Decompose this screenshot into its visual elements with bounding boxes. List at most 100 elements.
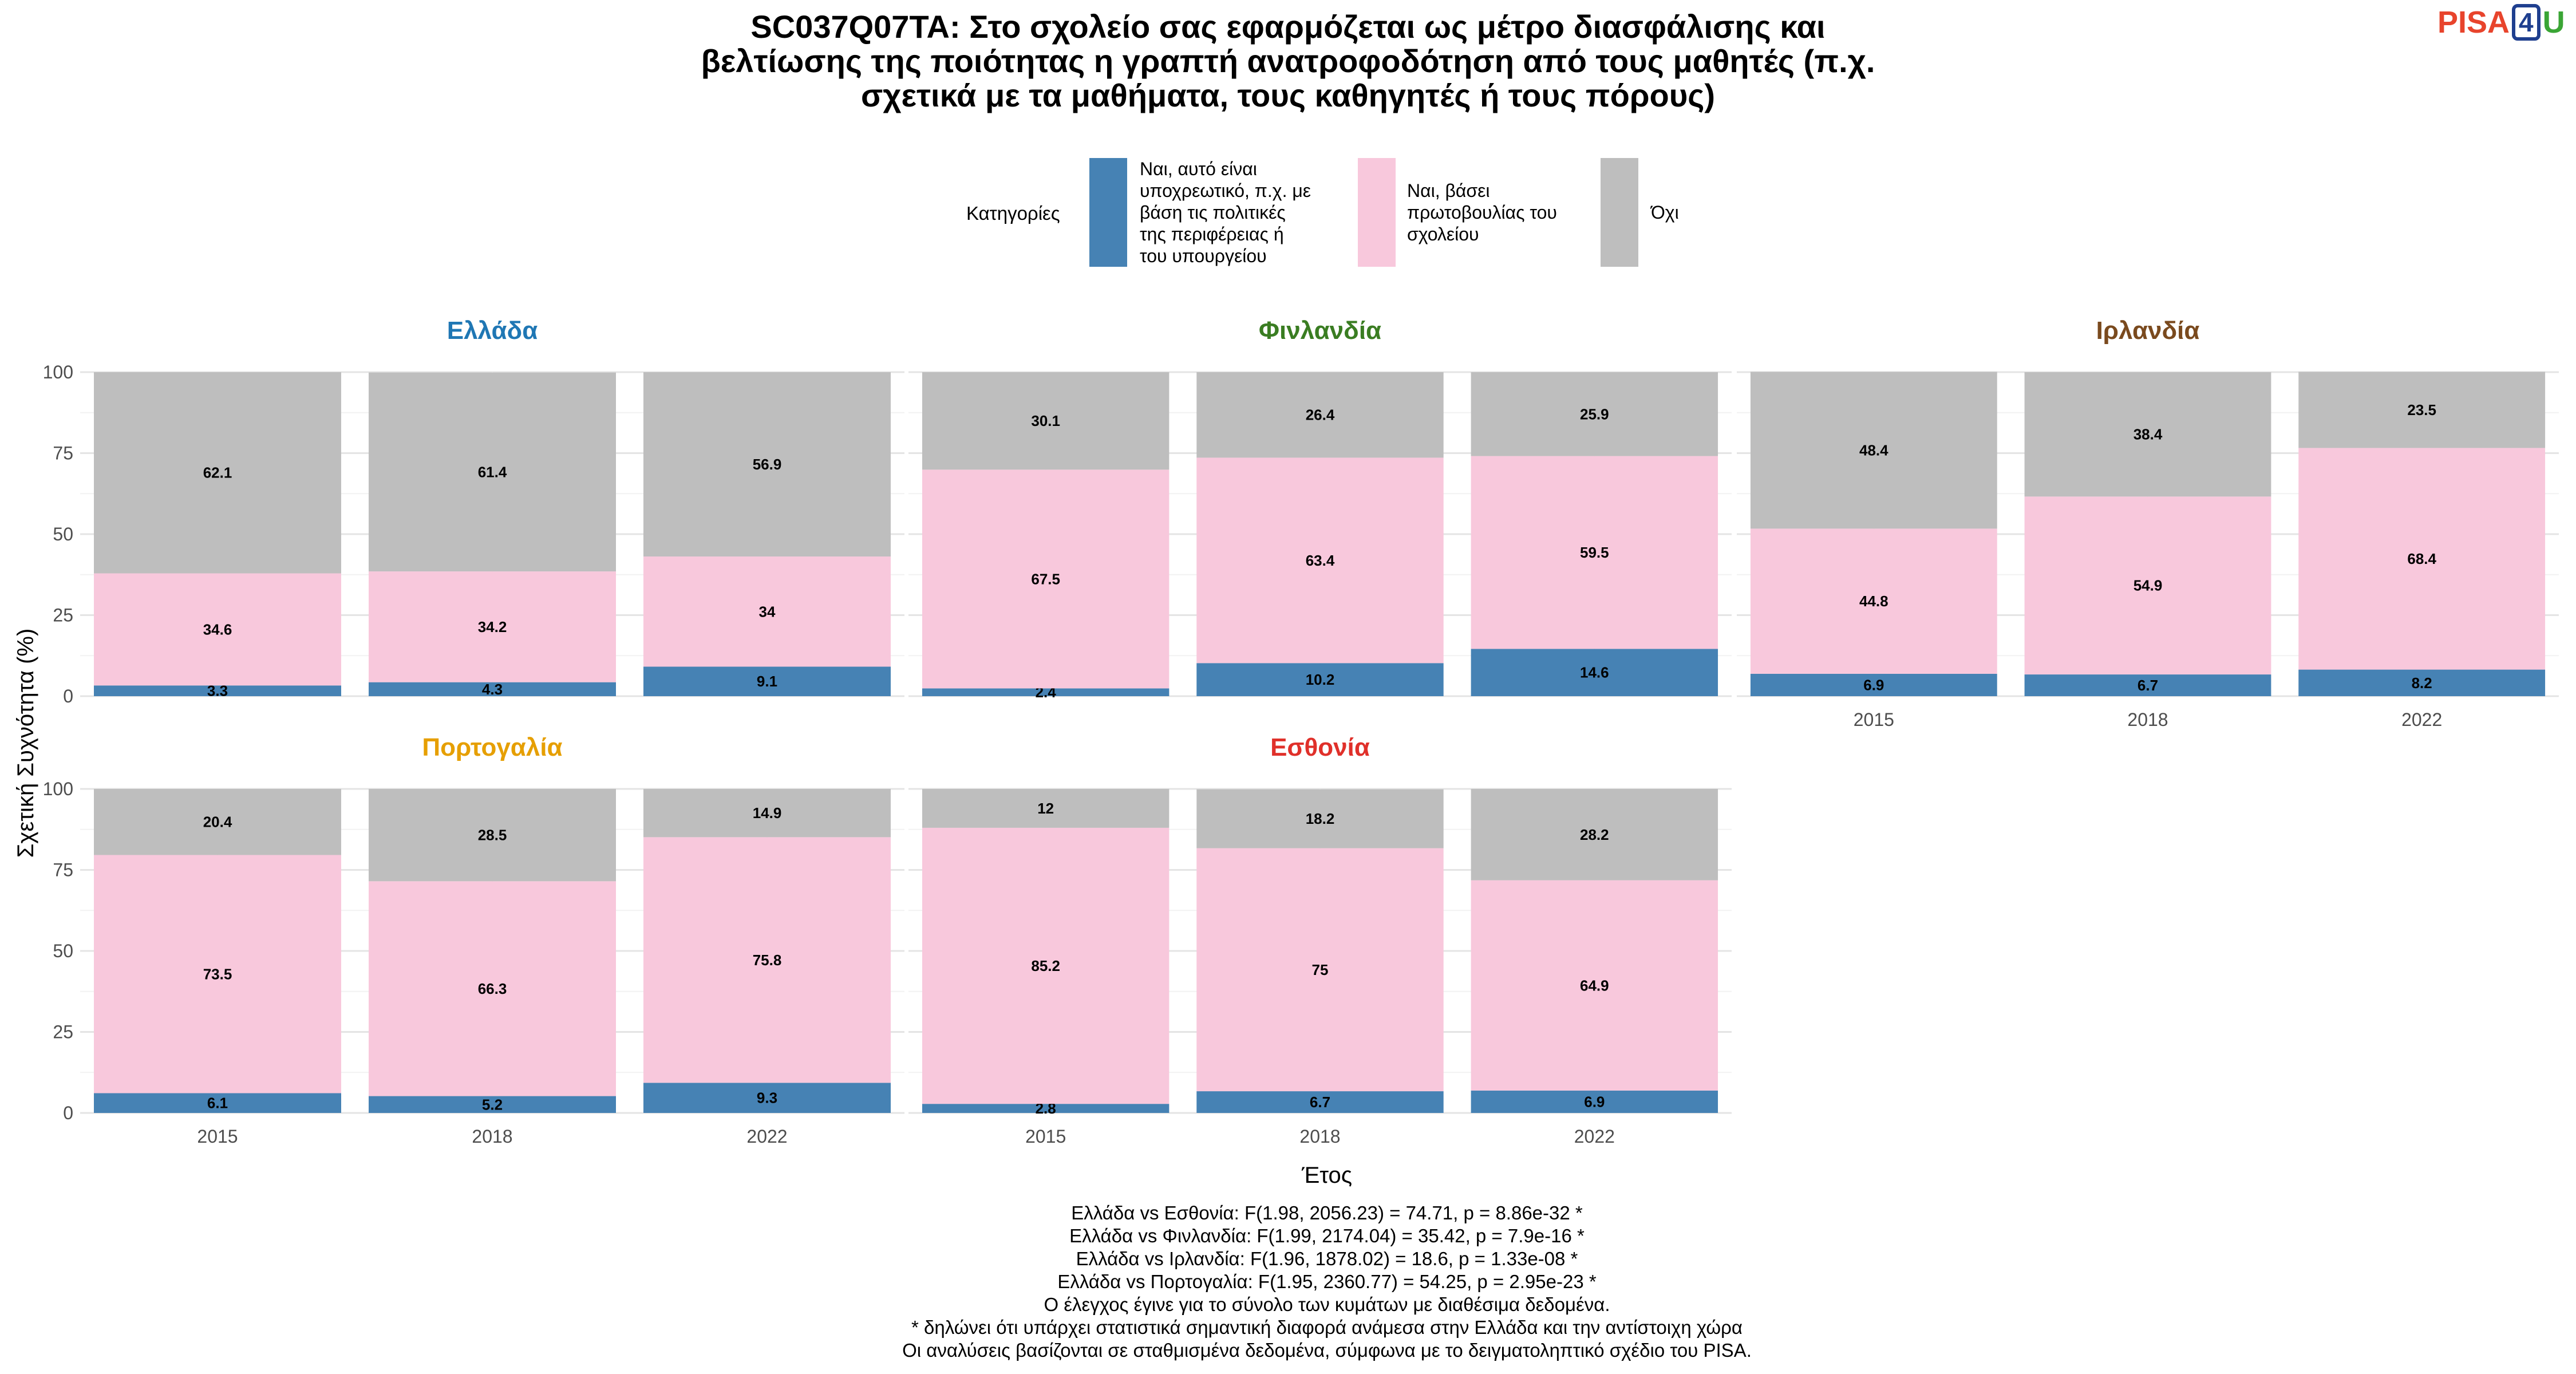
y-tick-label: 100 (43, 362, 73, 382)
logo-part-u: U (2542, 5, 2565, 40)
x-tick-label: 2018 (472, 1126, 512, 1147)
data-label: 6.7 (2138, 677, 2158, 694)
caption-line: Οι αναλύσεις βασίζονται σε σταθμισμένα δ… (902, 1340, 1752, 1361)
bar-segment (643, 1083, 891, 1113)
bar-segment (1196, 789, 1444, 848)
bar-segment (922, 688, 1170, 696)
data-label: 10.2 (1306, 671, 1335, 688)
data-label: 18.2 (1306, 810, 1335, 827)
bar-segment (94, 573, 341, 686)
data-label: 62.1 (203, 464, 232, 481)
data-label: 34.2 (478, 618, 507, 635)
data-label: 67.5 (1031, 570, 1060, 587)
panel-title: Φινλανδία (1259, 317, 1381, 345)
legend-label: υποχρεωτικό, π.χ. με (1140, 180, 1311, 201)
data-label: 6.7 (1310, 1093, 1330, 1111)
data-label: 34.6 (203, 621, 232, 638)
pisa4u-logo: PISA 4 U (2437, 4, 2565, 41)
bar-segment (1471, 372, 1718, 456)
data-label: 9.3 (757, 1089, 777, 1107)
legend-label: του υπουργείου (1140, 246, 1267, 266)
bar-segment (643, 666, 891, 696)
y-axis-title: Σχετική Συχνότητα (%) (13, 629, 38, 858)
data-label: 14.6 (1580, 664, 1609, 681)
legend-label: Ναι, αυτό είναι (1140, 159, 1257, 179)
panel-title: Ιρλανδία (2096, 317, 2200, 345)
bar-segment (1196, 372, 1444, 458)
data-label: 38.4 (2134, 426, 2163, 443)
bar-segment (94, 685, 341, 696)
bar-segment (369, 789, 616, 882)
bar-segment (94, 372, 341, 574)
bar-segment (1196, 457, 1444, 664)
legend-title: Κατηγορίες (966, 203, 1060, 224)
bar-segment (922, 372, 1170, 470)
data-label: 28.5 (478, 827, 507, 844)
chart-title-line: βελτίωσης της ποιότητας η γραπτή ανατροφ… (701, 43, 1875, 79)
y-tick-label: 100 (43, 779, 73, 799)
data-label: 59.5 (1580, 544, 1609, 561)
caption-line: * δηλώνει ότι υπάρχει στατιστικά σημαντι… (911, 1317, 1743, 1338)
bar-segment (643, 556, 891, 667)
legend-label: Όχι (1650, 202, 1679, 223)
bar-segment (1750, 673, 1997, 696)
caption-line: Ελλάδα vs Πορτογαλία: F(1.95, 2360.77) =… (1057, 1271, 1597, 1292)
bar-segment (1750, 372, 1997, 529)
data-label: 44.8 (1859, 593, 1888, 610)
x-axis-title: Έτος (1301, 1163, 1352, 1188)
legend-label: βάση τις πολιτικές (1140, 202, 1286, 223)
caption-line: Ελλάδα vs Εσθονία: F(1.98, 2056.23) = 74… (1071, 1202, 1583, 1223)
logo-part-pisa: PISA (2437, 5, 2510, 40)
bar-segment (1471, 789, 1718, 881)
data-label: 23.5 (2407, 401, 2436, 418)
legend-label: Ναι, βάσει (1407, 180, 1490, 201)
bar-segment (94, 855, 341, 1093)
data-label: 75 (1312, 961, 1329, 978)
legend-label: της περιφέρειας ή (1140, 224, 1284, 244)
y-tick-label: 75 (53, 860, 73, 881)
data-label: 20.4 (203, 814, 232, 831)
bar-segment (1750, 528, 1997, 674)
data-label: 30.1 (1031, 412, 1060, 429)
bar-segment (922, 827, 1170, 1104)
bar-segment (1471, 649, 1718, 696)
bar-segment (2298, 372, 2546, 448)
x-tick-label: 2015 (1025, 1126, 1066, 1147)
data-label: 6.1 (207, 1095, 228, 1112)
data-label: 4.3 (482, 681, 503, 698)
y-tick-label: 0 (63, 686, 73, 706)
data-label: 56.9 (753, 456, 782, 473)
x-tick-label: 2018 (2127, 709, 2168, 730)
bar-segment (369, 881, 616, 1096)
bar-segment (1196, 663, 1444, 696)
data-label: 12 (1037, 800, 1054, 817)
data-label: 68.4 (2407, 550, 2436, 567)
bar-segment (2298, 669, 2546, 696)
legend-swatch (1601, 158, 1638, 267)
x-tick-label: 2022 (1574, 1126, 1615, 1147)
x-tick-label: 2015 (1854, 709, 1894, 730)
caption-line: Ο έλεγχος έγινε για το σύνολο των κυμάτω… (1044, 1294, 1610, 1315)
data-label: 28.2 (1580, 826, 1609, 843)
bar-segment (369, 571, 616, 682)
data-label: 34 (759, 603, 776, 620)
bar-segment (922, 1104, 1170, 1113)
data-label: 64.9 (1580, 977, 1609, 994)
data-label: 26.4 (1306, 406, 1335, 424)
x-tick-label: 2018 (1299, 1126, 1340, 1147)
data-label: 25.9 (1580, 405, 1609, 423)
data-label: 54.9 (2134, 577, 2163, 594)
bar-segment (2298, 448, 2546, 670)
bar-segment (1471, 456, 1718, 649)
x-tick-label: 2022 (2401, 709, 2442, 730)
x-tick-label: 2015 (197, 1126, 238, 1147)
bar-segment (2024, 372, 2271, 497)
legend-label: πρωτοβουλίας του (1407, 202, 1557, 223)
bar-segment (2024, 674, 2271, 696)
bar-segment (369, 1096, 616, 1113)
y-tick-label: 25 (53, 1022, 73, 1043)
logo-part-4: 4 (2512, 4, 2541, 41)
y-tick-label: 50 (53, 524, 73, 544)
y-tick-label: 0 (63, 1103, 73, 1123)
bar-segment (1471, 1090, 1718, 1113)
